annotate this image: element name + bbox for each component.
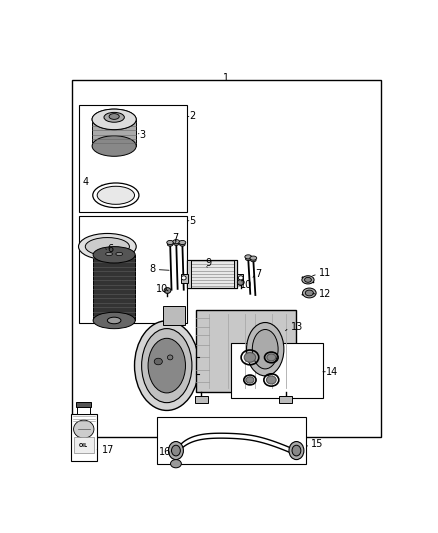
- Ellipse shape: [164, 288, 171, 293]
- Ellipse shape: [78, 233, 136, 260]
- Text: 15: 15: [311, 439, 323, 449]
- Ellipse shape: [173, 242, 179, 245]
- Ellipse shape: [97, 186, 134, 204]
- Ellipse shape: [107, 110, 122, 120]
- Ellipse shape: [169, 441, 184, 459]
- Ellipse shape: [289, 441, 304, 459]
- Ellipse shape: [104, 112, 124, 122]
- Ellipse shape: [246, 377, 254, 383]
- Ellipse shape: [116, 252, 123, 256]
- Text: 7: 7: [255, 269, 261, 279]
- Text: 8: 8: [149, 264, 155, 274]
- Ellipse shape: [107, 317, 121, 324]
- Text: 13: 13: [291, 321, 303, 332]
- Ellipse shape: [154, 358, 162, 365]
- Ellipse shape: [244, 353, 256, 362]
- Bar: [77, 407, 90, 414]
- Ellipse shape: [109, 114, 119, 119]
- Text: 7: 7: [172, 233, 178, 244]
- Ellipse shape: [167, 355, 173, 360]
- Ellipse shape: [245, 255, 251, 259]
- Ellipse shape: [92, 109, 136, 130]
- Bar: [78, 216, 187, 322]
- Ellipse shape: [172, 445, 180, 456]
- Bar: [163, 306, 185, 325]
- Ellipse shape: [148, 338, 185, 393]
- Text: 12: 12: [319, 289, 331, 299]
- Bar: [194, 397, 208, 402]
- Text: 10: 10: [156, 284, 168, 294]
- Ellipse shape: [181, 276, 186, 280]
- Ellipse shape: [246, 257, 251, 261]
- Bar: [76, 402, 92, 407]
- Bar: [196, 310, 296, 392]
- Bar: [237, 273, 244, 284]
- Ellipse shape: [167, 240, 173, 245]
- Polygon shape: [92, 119, 136, 146]
- Bar: [156, 417, 306, 464]
- Text: OIL: OIL: [79, 443, 88, 448]
- Text: 5: 5: [190, 216, 196, 226]
- Ellipse shape: [251, 259, 256, 262]
- Text: 16: 16: [159, 447, 172, 457]
- Polygon shape: [93, 255, 135, 320]
- Bar: [74, 438, 94, 453]
- Ellipse shape: [305, 290, 314, 296]
- Ellipse shape: [292, 445, 301, 456]
- Ellipse shape: [303, 288, 316, 298]
- Ellipse shape: [106, 252, 113, 256]
- Bar: [71, 414, 96, 461]
- Bar: [279, 397, 293, 402]
- Ellipse shape: [170, 459, 181, 468]
- Ellipse shape: [238, 276, 243, 280]
- Bar: [231, 343, 323, 399]
- Ellipse shape: [74, 420, 94, 438]
- Ellipse shape: [180, 243, 185, 246]
- Ellipse shape: [267, 354, 276, 361]
- Ellipse shape: [250, 256, 257, 260]
- Ellipse shape: [179, 240, 186, 245]
- Text: 9: 9: [206, 258, 212, 268]
- Bar: [187, 260, 191, 288]
- Bar: [181, 273, 188, 284]
- Ellipse shape: [141, 328, 192, 402]
- Ellipse shape: [237, 279, 244, 285]
- Bar: [187, 260, 237, 288]
- Text: 3: 3: [140, 130, 146, 140]
- Bar: [234, 260, 237, 288]
- Ellipse shape: [93, 312, 135, 329]
- Ellipse shape: [302, 276, 314, 284]
- Ellipse shape: [247, 322, 284, 376]
- Ellipse shape: [93, 247, 135, 263]
- Ellipse shape: [173, 240, 180, 244]
- Text: 2: 2: [190, 111, 196, 122]
- Ellipse shape: [85, 238, 130, 256]
- Ellipse shape: [92, 136, 136, 156]
- Ellipse shape: [252, 329, 278, 369]
- Ellipse shape: [134, 321, 199, 410]
- Bar: [78, 105, 187, 212]
- Ellipse shape: [266, 376, 276, 384]
- Text: 4: 4: [83, 177, 89, 187]
- Bar: [72, 80, 381, 438]
- Text: 1: 1: [223, 74, 229, 83]
- Ellipse shape: [167, 243, 173, 246]
- Text: 14: 14: [326, 367, 339, 377]
- Ellipse shape: [304, 277, 311, 282]
- Text: 10: 10: [240, 280, 252, 290]
- Text: 11: 11: [319, 268, 331, 278]
- Text: 17: 17: [102, 445, 114, 455]
- Text: 6: 6: [107, 244, 113, 254]
- Ellipse shape: [92, 109, 136, 130]
